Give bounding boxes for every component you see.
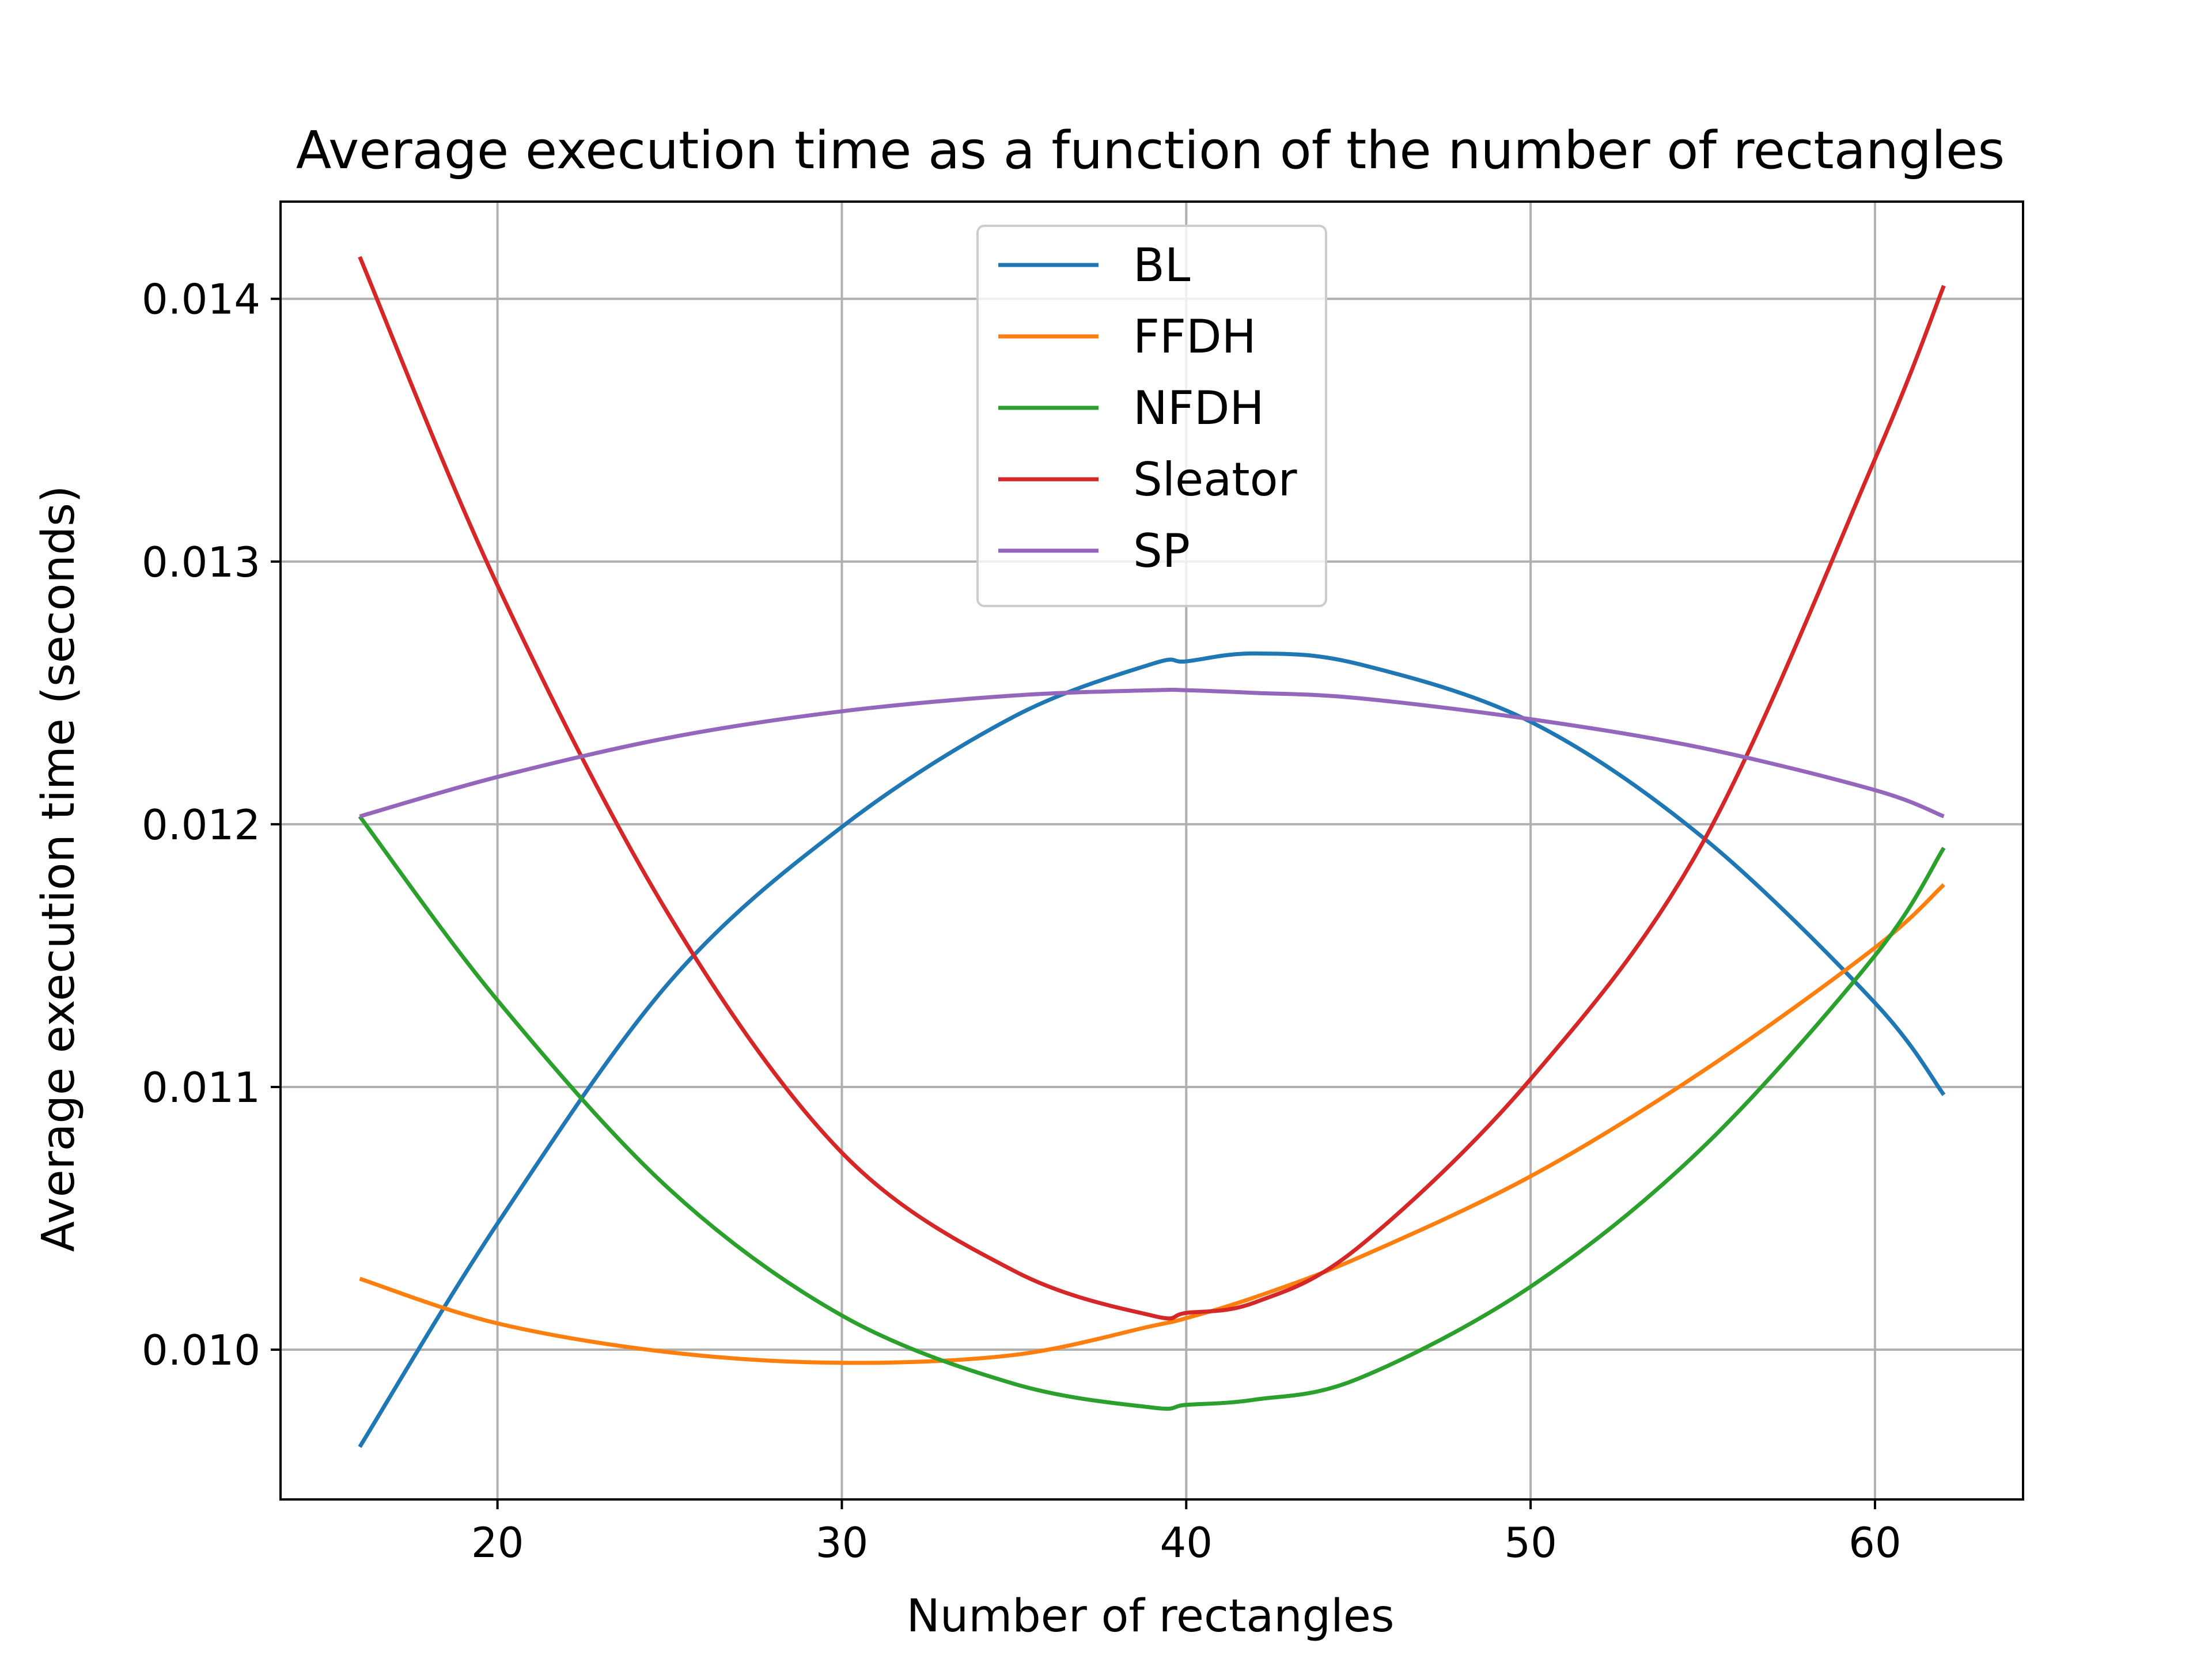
y-axis-label: Average execution time (seconds)	[33, 486, 85, 1252]
legend: BL FFDH NFDH Sleator SP	[976, 225, 1327, 607]
legend-label-ffdh: FFDH	[1133, 310, 1256, 363]
series-line-ffdh	[359, 883, 1945, 1365]
y-tick-label: 0.011	[142, 1063, 260, 1112]
series-line-nfdh	[358, 815, 1946, 1411]
y-tick-label: 0.013	[142, 538, 260, 586]
x-tick-label: 50	[1504, 1518, 1557, 1567]
series-line-sleator	[358, 256, 1946, 1321]
x-tick-label: 30	[816, 1518, 869, 1567]
x-tick-label: 20	[471, 1518, 524, 1567]
legend-label-bl: BL	[1133, 238, 1191, 292]
series-line-bl	[358, 651, 1946, 1448]
legend-label-nfdh: NFDH	[1133, 381, 1264, 435]
series-line-sp	[359, 687, 1945, 819]
legend-label-sp: SP	[1133, 524, 1190, 578]
series-lines	[358, 256, 1946, 1448]
x-axis-label: Number of rectangles	[907, 1590, 1395, 1642]
x-tick-label: 60	[1849, 1518, 1902, 1567]
y-tick-label: 0.010	[142, 1326, 260, 1374]
legend-box	[976, 225, 1327, 607]
x-tick-label: 40	[1160, 1518, 1213, 1567]
y-tick-label: 0.012	[142, 801, 260, 849]
chart-title: Average execution time as a function of …	[296, 120, 2005, 181]
axis-ticks: 20 30 40 50 60 0.010 0.011 0.012 0.013 0.014	[142, 275, 1902, 1567]
plot-frame	[279, 200, 2024, 1501]
legend-label-sleator: Sleator	[1133, 453, 1297, 506]
y-tick-label: 0.014	[142, 275, 260, 324]
